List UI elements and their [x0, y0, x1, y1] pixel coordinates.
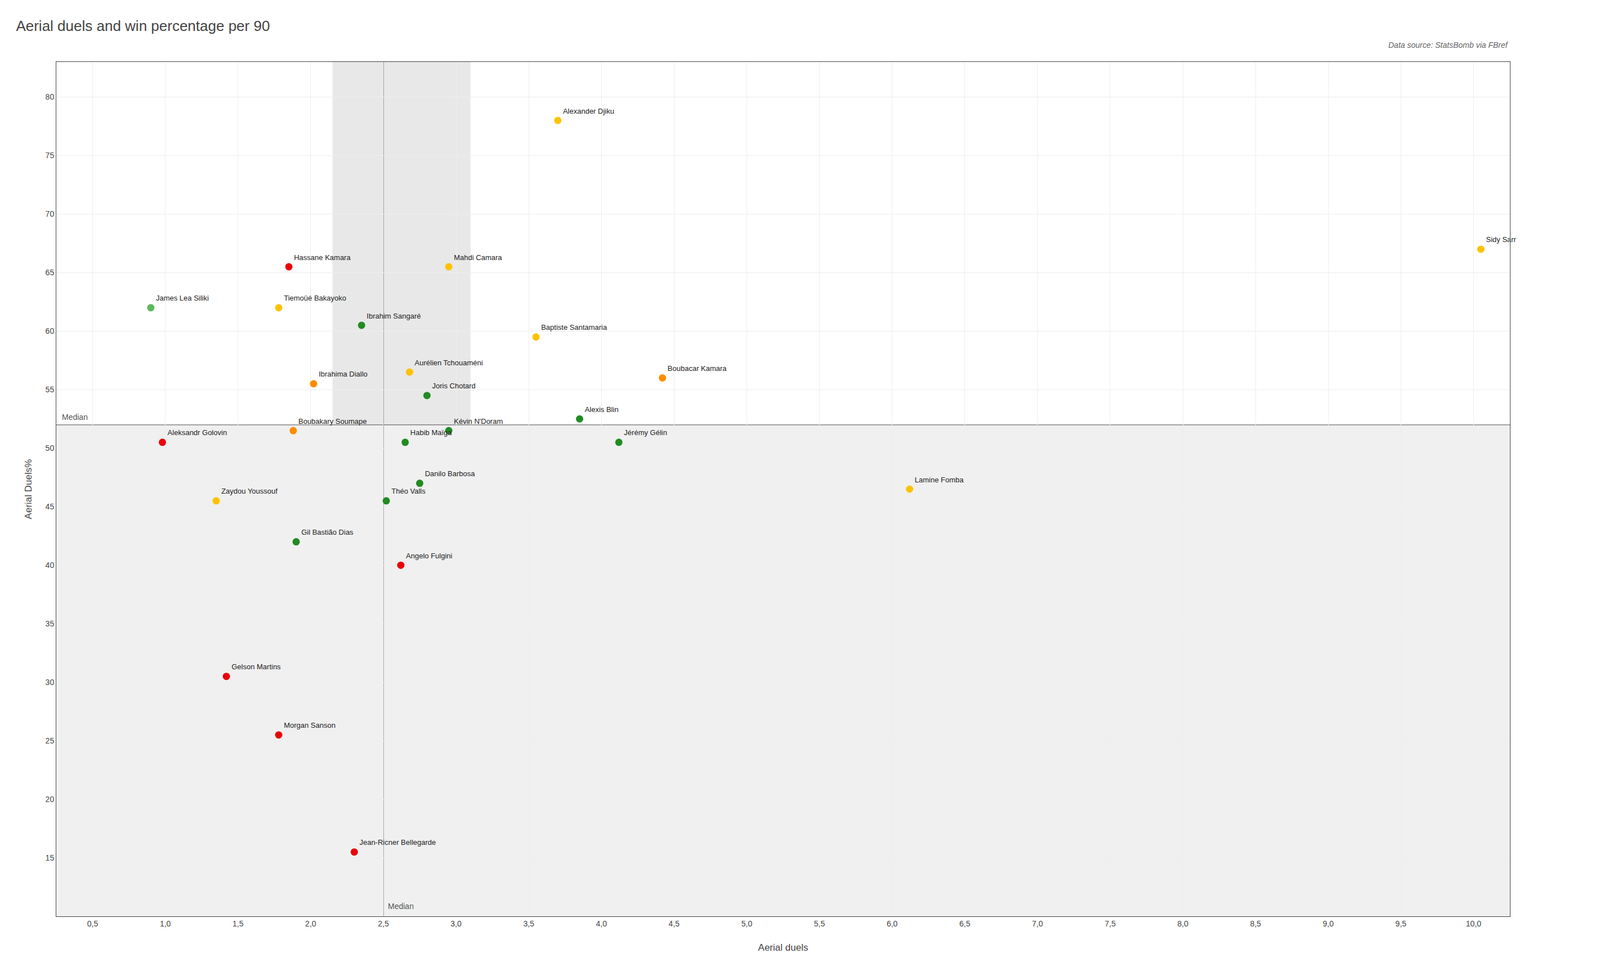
svg-text:2,5: 2,5 [377, 919, 390, 929]
svg-text:3,5: 3,5 [523, 919, 535, 929]
svg-text:Angelo Fulgini: Angelo Fulgini [405, 551, 453, 561]
svg-text:40: 40 [45, 560, 55, 570]
svg-text:8,0: 8,0 [1177, 919, 1189, 929]
svg-text:Gil Bastião Dias: Gil Bastião Dias [301, 528, 354, 537]
svg-text:9,5: 9,5 [1395, 919, 1407, 929]
svg-text:Baptiste Santamaria: Baptiste Santamaria [541, 323, 608, 332]
svg-text:Gelson Martins: Gelson Martins [231, 662, 281, 672]
svg-text:Tiemoüé Bakayoko: Tiemoüé Bakayoko [283, 293, 347, 303]
svg-text:6,0: 6,0 [886, 919, 898, 929]
svg-text:Joris Chotard: Joris Chotard [432, 381, 476, 391]
svg-text:35: 35 [45, 619, 55, 629]
svg-text:Hassane Kamara: Hassane Kamara [293, 253, 351, 262]
svg-text:6,5: 6,5 [959, 919, 971, 929]
svg-text:Morgan Sanson: Morgan Sanson [283, 721, 336, 730]
svg-text:5,5: 5,5 [814, 919, 826, 929]
svg-text:25: 25 [45, 736, 55, 746]
svg-text:75: 75 [45, 150, 55, 160]
svg-text:Kévin N'Doram: Kévin N'Doram [453, 417, 503, 426]
svg-text:50: 50 [45, 443, 55, 453]
svg-text:Median: Median [387, 901, 414, 911]
svg-text:Aleksandr Golovin: Aleksandr Golovin [167, 428, 228, 437]
svg-text:Boubacar Kamara: Boubacar Kamara [667, 364, 728, 373]
svg-text:Median: Median [61, 412, 88, 422]
svg-text:9,0: 9,0 [1323, 919, 1335, 929]
svg-text:7,5: 7,5 [1104, 919, 1116, 929]
svg-text:20: 20 [45, 794, 55, 804]
svg-text:Danilo Barbosa: Danilo Barbosa [425, 469, 476, 478]
svg-text:80: 80 [45, 92, 55, 102]
svg-text:Jérémy Gélin: Jérémy Gélin [623, 428, 668, 437]
svg-text:3,0: 3,0 [450, 919, 462, 929]
svg-text:Data source: StatsBomb via FBr: Data source: StatsBomb via FBref [1388, 40, 1509, 50]
svg-text:2,0: 2,0 [305, 919, 317, 929]
svg-text:Boubakary Soumаре: Boubakary Soumаре [298, 417, 367, 426]
svg-text:Lamine Fomba: Lamine Fomba [914, 475, 964, 485]
svg-text:4,5: 4,5 [668, 919, 681, 929]
svg-text:Ibrahima Diallo: Ibrahima Diallo [318, 369, 368, 379]
svg-text:Habib Maïga: Habib Maïga [410, 428, 453, 437]
svg-text:Jean-Ricner Bellegarde: Jean-Ricner Bellegarde [359, 838, 436, 847]
svg-text:Ibrahim Sangaré: Ibrahim Sangaré [366, 311, 421, 321]
svg-text:Zaydou Youssouf: Zaydou Youssouf [221, 486, 278, 496]
svg-text:Alexis Blin: Alexis Blin [584, 405, 619, 414]
svg-text:Mahdi Camara: Mahdi Camara [453, 253, 503, 262]
svg-text:Sidy Sarr: Sidy Sarr [1485, 235, 1517, 244]
svg-text:60: 60 [45, 326, 55, 336]
svg-text:7,0: 7,0 [1031, 919, 1044, 929]
svg-text:James Lea Siliki: James Lea Siliki [155, 293, 209, 303]
svg-text:15: 15 [45, 853, 55, 863]
svg-text:65: 65 [45, 267, 55, 277]
svg-text:Aurélien Tchouaméni: Aurélien Tchouaméni [414, 358, 484, 368]
svg-text:8,5: 8,5 [1249, 919, 1262, 929]
svg-text:70: 70 [45, 209, 55, 219]
svg-text:45: 45 [45, 502, 55, 512]
svg-text:5,0: 5,0 [741, 919, 753, 929]
svg-text:30: 30 [45, 677, 55, 687]
svg-text:55: 55 [45, 385, 55, 395]
svg-text:1,5: 1,5 [232, 919, 244, 929]
svg-text:Aerial duels: Aerial duels [758, 942, 809, 954]
svg-text:4,0: 4,0 [596, 919, 608, 929]
svg-text:Alexander Djiku: Alexander Djiku [562, 106, 615, 116]
svg-text:10,0: 10,0 [1466, 919, 1482, 929]
svg-text:0,5: 0,5 [87, 919, 99, 929]
svg-text:Aerial duels and win percentag: Aerial duels and win percentage per 90 [15, 17, 270, 35]
svg-text:Théo Valls: Théo Valls [391, 486, 426, 496]
svg-text:1,0: 1,0 [159, 919, 172, 929]
svg-text:Aerial Duels%: Aerial Duels% [23, 459, 34, 520]
